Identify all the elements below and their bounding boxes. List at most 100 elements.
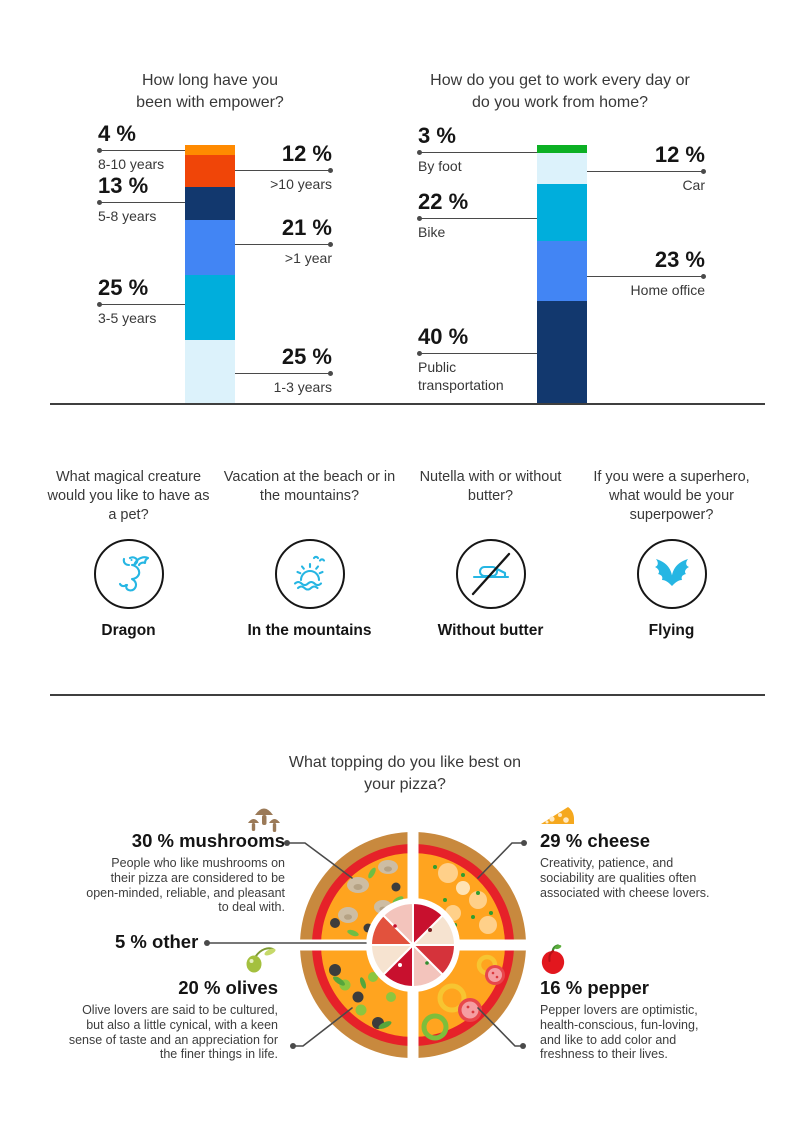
pepper-percent: 16 %: [540, 977, 583, 998]
leader-line: [587, 273, 706, 279]
fun-fact-circle: [455, 539, 526, 609]
bar-segment-car: [537, 152, 587, 184]
bar-segment-3-5-years: [185, 274, 235, 340]
callout-over-1-year: 21 % >1 year: [235, 215, 333, 267]
fun-fact-answer: Flying: [648, 622, 695, 639]
percent-value: 40 %: [418, 324, 469, 349]
section-divider-bottom: [50, 694, 765, 696]
leader-line: [97, 301, 185, 307]
bar-segment-5-8-years: [185, 186, 235, 221]
percent-value: 21 %: [281, 215, 332, 240]
tenure-stacked-bar: [185, 145, 235, 405]
category-label: Car: [682, 177, 705, 193]
category-label: 1-3 years: [273, 379, 332, 395]
mushrooms-icon: [248, 808, 280, 832]
pepper-icon: [541, 944, 565, 974]
olives-name: olives: [225, 977, 278, 998]
callout-by-foot: 3 % By foot: [417, 123, 537, 175]
leader-dot: [97, 147, 102, 153]
category-label: Public transportation: [418, 359, 504, 393]
fun-fact-answer: In the mountains: [247, 622, 372, 639]
olives-label: 20 % olives: [78, 977, 278, 999]
bar-segment-home-office: [537, 241, 587, 301]
mushrooms-name: mushrooms: [179, 830, 285, 851]
cheese-description: Creativity, patience, and sociability ar…: [540, 856, 710, 900]
fun-fact-superpower: If you were a superhero, what would be y…: [581, 468, 762, 640]
cheese-name: cheese: [587, 830, 651, 851]
bar-segment-1-3-years: [185, 339, 235, 405]
other-name: other: [152, 931, 199, 952]
percent-value: 12 %: [281, 141, 332, 166]
pepper-label: 16 % pepper: [540, 977, 740, 999]
fun-facts-section: What magical creature would you like to …: [38, 468, 762, 640]
category-label: Home office: [630, 282, 705, 298]
dragon-icon: [118, 556, 149, 592]
leader-dot: [97, 199, 102, 205]
other-label: 5 % other: [115, 931, 198, 953]
fun-fact-nutella: Nutella with or without butter? Without …: [400, 468, 581, 640]
fun-fact-answer: Dragon: [101, 622, 156, 639]
cheese-percent: 29 %: [540, 830, 583, 851]
mushrooms-description: People who like mushrooms on their pizza…: [86, 856, 285, 915]
percent-value: 25 %: [98, 275, 149, 300]
bar-segment-8-10-years: [185, 145, 235, 156]
category-label: 5-8 years: [98, 208, 157, 224]
percent-value: 23 %: [654, 247, 705, 272]
commute-stacked-bar: [537, 145, 587, 405]
leader-dot: [97, 301, 102, 307]
category-label: By foot: [418, 158, 462, 174]
percent-value: 12 %: [654, 142, 705, 167]
pizza-chart-title: What topping do you like best on your pi…: [288, 754, 522, 793]
mushrooms-label: 30 % mushrooms: [85, 830, 285, 852]
leader-line: [97, 199, 185, 205]
leader-dot: [417, 149, 422, 155]
olives-description: Olive lovers are said to be cultured, bu…: [68, 1003, 278, 1062]
pizza-quadrant-pepper: [421, 954, 505, 1041]
percent-value: 13 %: [98, 173, 149, 198]
fun-fact-circle: [93, 539, 164, 609]
fun-fact-question: Vacation at the beach or in the mountain…: [223, 469, 396, 504]
fun-fact-circle: [274, 539, 345, 609]
percent-value: 22 %: [418, 189, 469, 214]
pizza-graphic: [204, 827, 531, 1063]
mushrooms-percent: 30 %: [131, 830, 174, 851]
tenure-chart-title: How long have you been with empower?: [136, 72, 284, 111]
leader-line: [417, 215, 537, 221]
leader-line: [97, 147, 185, 153]
bar-segment-bike: [537, 183, 587, 242]
leader-line: [235, 167, 333, 173]
olives-percent: 20 %: [178, 977, 221, 998]
fun-fact-question: Nutella with or without butter?: [419, 469, 562, 504]
percent-value: 3 %: [418, 123, 456, 148]
fun-fact-question: What magical creature would you like to …: [47, 469, 210, 523]
pepper-description: Pepper lovers are optimistic, health-con…: [540, 1003, 699, 1062]
category-label: 8-10 years: [98, 156, 165, 172]
leader-line: [417, 149, 537, 155]
section-divider-top: [50, 403, 765, 405]
leader-dot: [701, 168, 706, 174]
fun-fact-answer: Without butter: [437, 622, 544, 639]
leader-line: [235, 370, 333, 376]
bar-segment--10-years: [185, 155, 235, 187]
pizza-center-other: [366, 898, 460, 992]
callout-bike: 22 % Bike: [417, 189, 537, 241]
sun-waves-icon: [293, 555, 325, 591]
other-percent: 5 %: [115, 931, 147, 952]
bar-segment-by-foot: [537, 145, 587, 153]
category-label: >10 years: [270, 176, 332, 192]
leader-line: [235, 241, 333, 247]
fun-fact-question: If you were a superhero, what would be y…: [593, 469, 750, 523]
category-label: 3-5 years: [98, 310, 157, 326]
percent-value: 4 %: [98, 121, 136, 146]
pizza-leader-dots: [204, 840, 527, 1049]
callout-3-5-years: 25 % 3-5 years: [97, 275, 185, 327]
callout-8-10-years: 4 % 8-10 years: [97, 121, 185, 173]
callout-car: 12 % Car: [587, 142, 706, 194]
bar-segment-public-transportation: [537, 300, 587, 405]
cheese-icon: [541, 807, 574, 824]
pizza-quadrant-olives: [329, 964, 396, 1029]
callout-home-office: 23 % Home office: [587, 247, 706, 299]
leader-line: [417, 350, 537, 356]
pizza-quadrant-cheese: [429, 863, 497, 934]
